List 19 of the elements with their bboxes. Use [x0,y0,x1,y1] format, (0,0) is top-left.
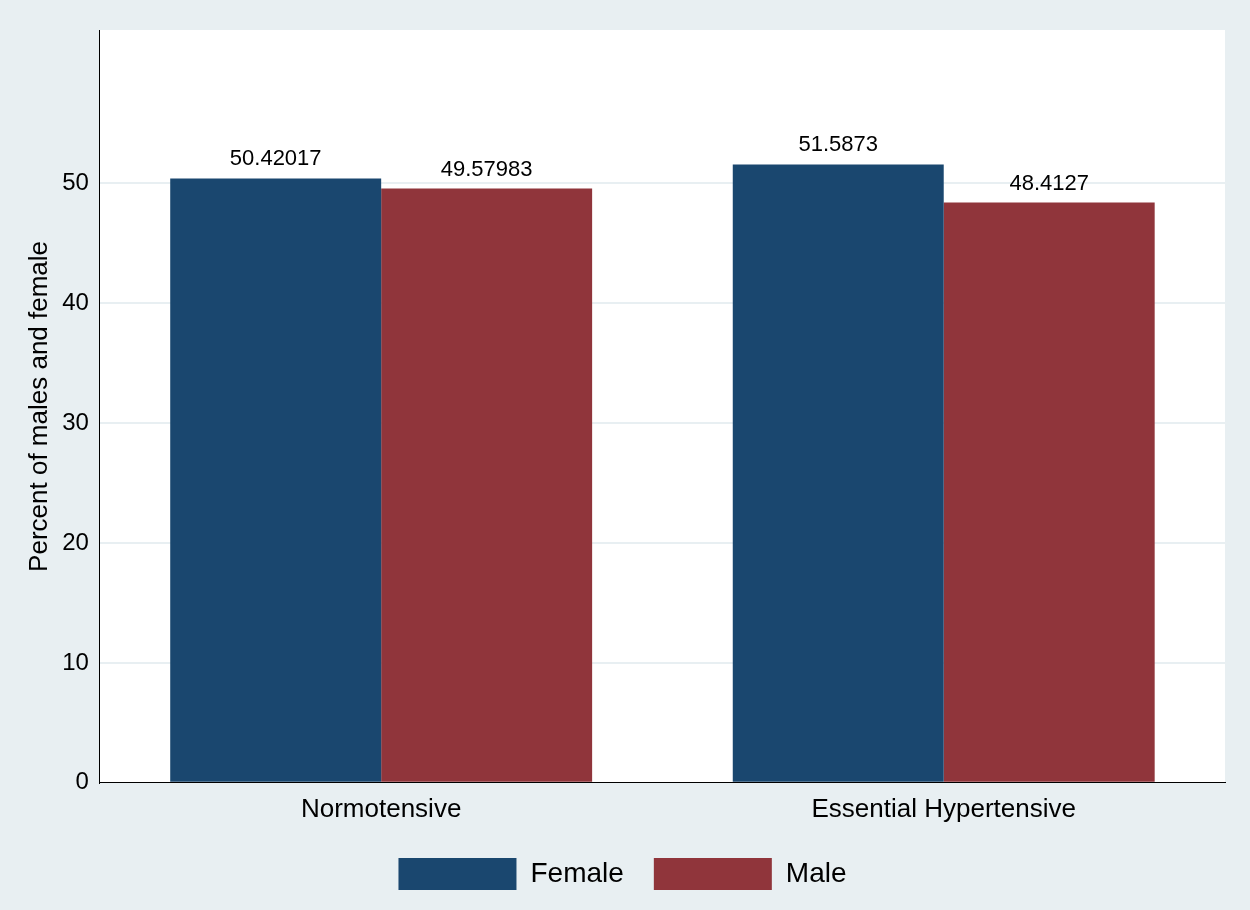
data-label: 49.57983 [440,155,533,181]
data-label: 50.42017 [229,145,322,171]
y-tick-label: 20 [62,527,89,555]
bar [170,178,382,782]
x-tick-label: Normotensive [300,792,462,823]
y-axis-title: Percent of males and female [22,240,53,572]
data-label: 48.4127 [1009,169,1089,195]
y-tick-label: 50 [62,168,89,196]
y-tick-label: 10 [62,647,89,675]
bar [381,188,593,782]
legend-label: Female [530,856,624,888]
bar [732,164,944,782]
legend-label: Male [785,856,847,888]
x-tick-label: Essential Hypertensive [811,792,1076,823]
y-tick-label: 40 [62,287,89,315]
data-label: 51.5873 [798,131,879,157]
bar [943,202,1155,782]
y-tick-label: 30 [62,407,89,435]
y-tick-label: 0 [75,767,89,795]
